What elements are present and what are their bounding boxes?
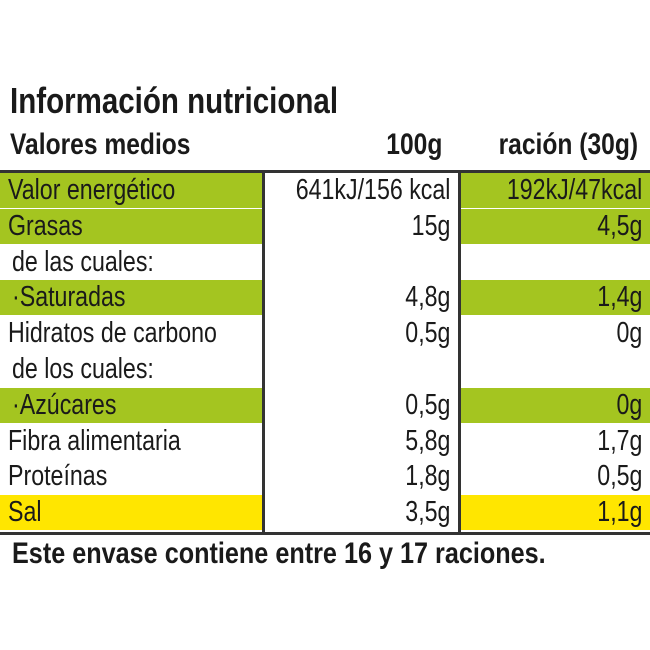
nutrient-label: ·Saturadas [0,280,262,316]
column-divider-2 [458,172,461,534]
nutrient-label: Fibra alimentaria [8,424,181,457]
value-per-100g: 4,8g [404,281,450,314]
value-per-serving: 1,7g [596,424,642,457]
table-row: de los cuales: [0,352,650,387]
value-per-100g [265,352,458,387]
nutrient-label: Valor energético [0,173,262,208]
nutrient-label: Proteínas [8,460,108,493]
value-per-serving: 1,1g [461,495,650,531]
table-row: Proteínas 1,8g 0,5g [0,459,650,494]
nutrient-label: Sal [0,495,262,531]
value-per-serving: 0g [616,317,642,350]
header-per-100g: 100g [385,128,442,161]
value-per-serving: 4,5g [461,208,650,244]
table-row: ·Azúcares 0,5g 0g [0,387,650,423]
table-row: Sal 3,5g 1,1g [0,495,650,531]
value-per-serving: 0g [461,387,650,423]
column-divider-1 [262,172,265,534]
value-per-serving [461,352,650,387]
nutrient-label: Grasas [0,208,262,244]
value-per-serving [461,245,650,280]
bottom-rule [0,532,650,535]
value-per-100g: 3,5g [404,496,450,529]
value-per-100g: 1,8g [404,460,450,493]
servings-note: Este envase contiene entre 16 y 17 racio… [12,537,546,570]
value-per-serving: 1,4g [461,280,650,316]
nutrient-label: Hidratos de carbono [8,317,217,350]
table-row: Grasas 15g 4,5g [0,208,650,244]
header-per-serving: ración (30g) [498,128,638,161]
value-per-serving: 192kJ/47kcal [461,173,650,208]
table-row: Fibra alimentaria 5,8g 1,7g [0,424,650,459]
value-per-100g: 15g [411,209,450,242]
value-per-serving: 0,5g [596,460,642,493]
header-label: Valores medios [10,128,191,161]
value-per-100g: 641kJ/156 kcal [295,174,450,206]
value-per-100g: 0,5g [404,317,450,350]
value-per-100g: 0,5g [404,388,450,421]
value-per-100g [265,245,458,280]
value-per-100g: 5,8g [404,424,450,457]
table-row: de las cuales: [0,245,650,280]
top-rule [0,170,650,173]
nutrient-label: ·Azúcares [0,387,262,423]
nutrient-label: de las cuales: [12,245,154,278]
nutrition-title: Información nutricional [10,80,339,121]
nutrient-label: de los cuales: [12,353,154,385]
table-row: Valor energético 641kJ/156 kcal 192kJ/47kc… [0,173,650,208]
table-row: Hidratos de carbono 0,5g 0g [0,316,650,351]
table-row: ·Saturadas 4,8g 1,4g [0,280,650,316]
